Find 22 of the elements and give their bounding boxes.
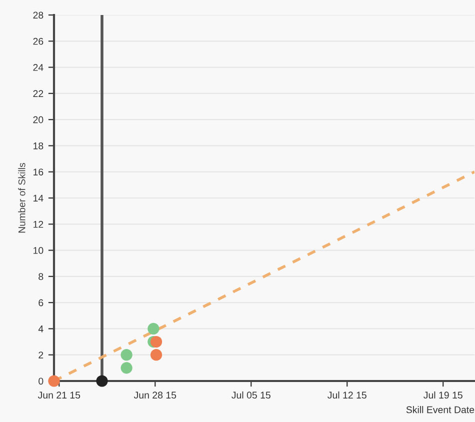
y-tick-label: 18: [34, 142, 44, 150]
x-tick-label: Jun 28 15: [134, 392, 176, 399]
y-tick-label: 22: [33, 90, 44, 97]
y-axis-title: Number of Skills: [18, 162, 26, 233]
x-tick-label: Jul 12 15: [328, 391, 366, 399]
x-tick-label: Jul 05 15: [232, 391, 270, 399]
y-tick-label: 12: [34, 220, 44, 228]
x-axis-title: Skill Event Date: [406, 406, 474, 414]
y-tick-label: 6: [38, 299, 44, 306]
y-tick-label: 8: [38, 273, 44, 280]
x-tick-label: Jun 21 15: [38, 392, 80, 399]
x-tick-label: Jul 19 15: [424, 391, 462, 399]
y-tick-label: 20: [33, 116, 44, 124]
y-tick-label: 26: [33, 38, 44, 45]
y-tick-label: 24: [33, 64, 44, 71]
y-tick-label: 14: [34, 194, 44, 202]
y-tick-label: 2: [38, 352, 44, 358]
y-tick-label: 10: [34, 247, 44, 254]
y-tick-label: 28: [33, 12, 44, 19]
y-tick-label: 16: [34, 168, 44, 176]
y-tick-label: 0: [38, 378, 44, 385]
y-tick-label: 4: [38, 326, 44, 332]
